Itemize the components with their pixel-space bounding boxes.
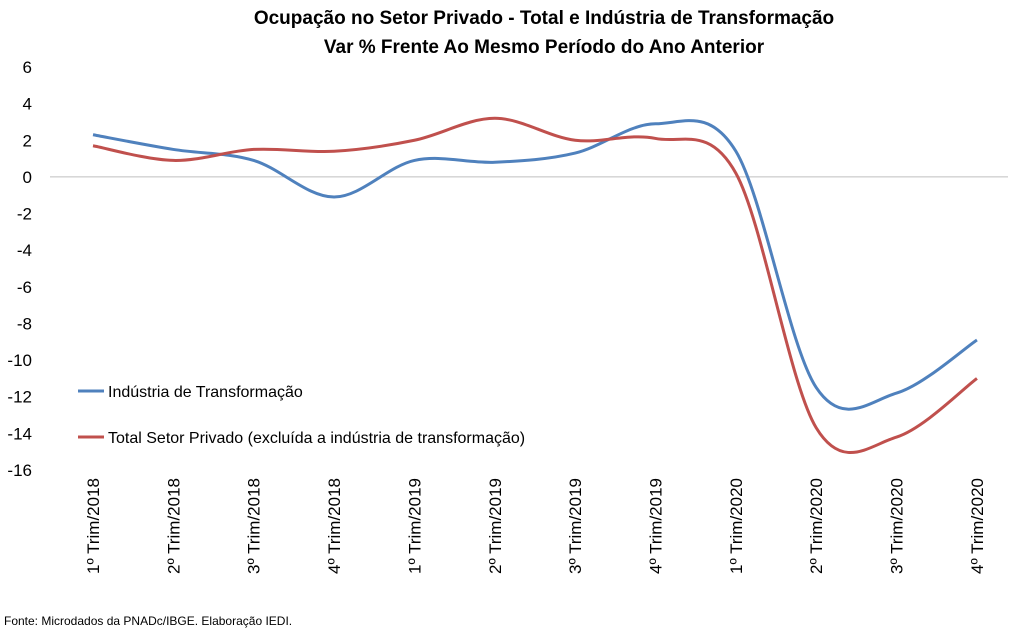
- legend-label-total-setor-privado: Total Setor Privado (excluída a indústri…: [108, 430, 525, 447]
- x-tick-label: 3º Trim/2019: [566, 478, 585, 574]
- x-tick-label: 1º Trim/2019: [405, 478, 424, 574]
- series-line-industria: [92, 119, 978, 411]
- legend: Indústria de Transformação Total Setor P…: [78, 384, 525, 447]
- y-tick-label: -4: [17, 241, 32, 260]
- series-lines: [92, 116, 978, 454]
- y-tick-label: -6: [17, 278, 32, 297]
- y-tick-label: -12: [7, 388, 32, 407]
- y-tick-label: -10: [7, 351, 32, 370]
- y-tick-label: -8: [17, 314, 32, 333]
- x-tick-label: 3º Trim/2020: [888, 478, 907, 574]
- x-axis: 1º Trim/2018 2º Trim/2018 3º Trim/2018 4º T…: [84, 478, 987, 574]
- x-tick-label: 1º Trim/2018: [84, 478, 103, 574]
- y-tick-label: 0: [23, 168, 32, 187]
- chart-subtitle: Var % Frente Ao Mesmo Período do Ano Ant…: [324, 37, 765, 58]
- y-tick-label: -2: [17, 205, 32, 224]
- y-tick-label: 6: [23, 58, 32, 77]
- y-axis: 6 4 2 0 -2 -4 -6 -8 -10 -12 -14 -16: [7, 58, 32, 480]
- legend-label-industria: Indústria de Transformação: [108, 384, 303, 401]
- x-tick-label: 3º Trim/2018: [245, 478, 264, 574]
- x-tick-label: 4º Trim/2018: [325, 478, 344, 574]
- series-line-total-setor-privado: [92, 116, 978, 454]
- x-tick-label: 4º Trim/2020: [968, 478, 987, 574]
- x-tick-label: 2º Trim/2019: [486, 478, 505, 574]
- y-tick-label: 4: [23, 95, 32, 114]
- y-tick-label: 2: [23, 131, 32, 150]
- y-tick-label: -14: [7, 424, 32, 443]
- chart-title: Ocupação no Setor Privado - Total e Indú…: [254, 8, 834, 29]
- x-tick-label: 1º Trim/2020: [727, 478, 746, 574]
- x-tick-label: 2º Trim/2020: [807, 478, 826, 574]
- x-tick-label: 2º Trim/2018: [164, 478, 183, 574]
- x-tick-label: 4º Trim/2019: [647, 478, 666, 574]
- y-tick-label: -16: [7, 461, 32, 480]
- source-note: Fonte: Microdados da PNADc/IBGE. Elabora…: [4, 614, 292, 628]
